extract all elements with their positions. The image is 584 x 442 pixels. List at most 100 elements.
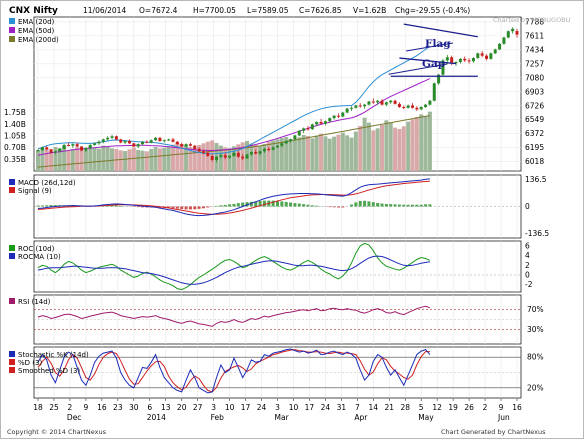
candle-body	[485, 56, 488, 59]
candle-body	[472, 58, 475, 61]
volume-bar	[419, 114, 423, 171]
price-y-tick: 7080	[525, 73, 544, 82]
candle-body	[468, 60, 471, 61]
volume-bar	[393, 128, 397, 171]
candle-body	[167, 139, 170, 140]
candle-body	[267, 149, 270, 150]
volume-bar	[341, 133, 345, 171]
macd-histogram-bar	[215, 206, 218, 207]
stoch-y-tick: 80%	[527, 353, 544, 362]
legend-stoch-d: %D (3)	[18, 359, 42, 367]
macd-histogram-bar	[328, 207, 331, 208]
candle-body	[171, 139, 174, 141]
macd-histogram-bar	[333, 207, 336, 208]
x-tick-label: 16	[97, 403, 107, 412]
candle-body	[367, 102, 370, 105]
quote-open: O=7672.4	[139, 6, 178, 15]
macd-histogram-bar	[306, 205, 309, 207]
volume-bar	[71, 149, 75, 171]
candle-body	[333, 116, 336, 118]
roc-y-tick: 2	[525, 261, 530, 270]
legend-ema20: EMA (20d)	[18, 18, 55, 26]
candle-body	[476, 53, 479, 58]
macd-histogram-bar	[376, 203, 379, 207]
volume-bar	[93, 148, 97, 171]
volume-bar	[101, 146, 105, 171]
annotation-gap: Gap	[422, 58, 445, 70]
candle-body	[389, 101, 392, 103]
legend-signal: Signal (9)	[18, 187, 52, 195]
legend-ema50: EMA (50d)	[18, 27, 55, 35]
volume-bar	[45, 149, 49, 171]
volume-bar	[119, 150, 123, 171]
volume-bar	[371, 130, 375, 171]
footer-generator: Chart Generated by ChartNexus	[441, 428, 546, 436]
candle-body	[350, 108, 353, 109]
candle-body	[67, 145, 70, 146]
candle-body	[289, 139, 292, 141]
macd-histogram-bar	[119, 206, 122, 207]
candle-body	[228, 156, 231, 158]
volume-bar	[315, 136, 319, 171]
volume-bar	[397, 129, 401, 171]
macd-histogram-bar	[185, 207, 188, 210]
candle-body	[407, 105, 410, 107]
macd-histogram-bar	[402, 205, 405, 207]
volume-bar	[110, 148, 114, 171]
chart-credit: Charted by MOBUGOBU	[493, 16, 571, 24]
macd-histogram-bar	[237, 203, 240, 206]
candle-body	[259, 151, 262, 153]
price-y-tick: 7257	[525, 59, 544, 68]
candle-body	[241, 157, 244, 159]
macd-histogram-bar	[302, 204, 305, 206]
macd-histogram-bar	[341, 207, 344, 208]
legend-macd: MACD (26d,12d)	[18, 179, 76, 187]
candle-body	[202, 151, 205, 153]
x-tick-label: 2	[483, 403, 488, 412]
candle-body	[372, 102, 375, 103]
macd-histogram-bar	[276, 201, 279, 207]
quote-close: C=7626.85	[299, 6, 342, 15]
volume-bar	[127, 149, 131, 171]
quote-volume: V=1.62B	[353, 6, 386, 15]
volume-bar	[49, 152, 53, 171]
x-tick-label: 24	[321, 403, 331, 412]
x-tick-label: 28	[400, 403, 410, 412]
volume-bar	[345, 135, 349, 171]
candle-body	[285, 141, 288, 143]
candle-body	[224, 155, 227, 157]
stoch-k-swatch	[9, 351, 15, 357]
volume-bar	[302, 135, 306, 171]
price-y-tick: 7611	[525, 31, 544, 40]
candle-body	[50, 149, 53, 152]
macd-histogram-bar	[280, 201, 283, 206]
volume-bar	[376, 128, 380, 171]
candle-body	[494, 49, 497, 53]
candle-body	[272, 147, 275, 149]
macd-histogram-bar	[206, 207, 209, 208]
candle-body	[124, 141, 127, 143]
macd-histogram-bar	[41, 206, 44, 207]
stoch-sd-swatch	[9, 367, 15, 373]
candle-body	[97, 142, 100, 144]
x-tick-label: 3	[275, 403, 280, 412]
volume-bar	[262, 144, 266, 171]
macd-histogram-bar	[137, 207, 140, 208]
rsi-y-tick: 70%	[527, 305, 544, 314]
x-tick-label: 20	[177, 403, 187, 412]
macd-histogram-bar	[176, 207, 179, 209]
macd-histogram-bar	[198, 207, 201, 209]
x-tick-label: 18	[33, 403, 43, 412]
legend-rocma: ROCMA (10)	[18, 253, 61, 261]
volume-bar	[223, 147, 227, 171]
candle-body	[219, 155, 222, 157]
volume-bar	[297, 137, 301, 171]
candle-body	[315, 122, 318, 124]
volume-tick: 1.05B	[4, 132, 26, 141]
candle-body	[428, 101, 431, 105]
macd-swatch	[9, 179, 15, 185]
x-tick-label: 7	[355, 403, 360, 412]
macd-histogram-bar	[428, 204, 431, 206]
x-month-label: Apr	[354, 413, 368, 422]
macd-histogram-bar	[285, 202, 288, 207]
